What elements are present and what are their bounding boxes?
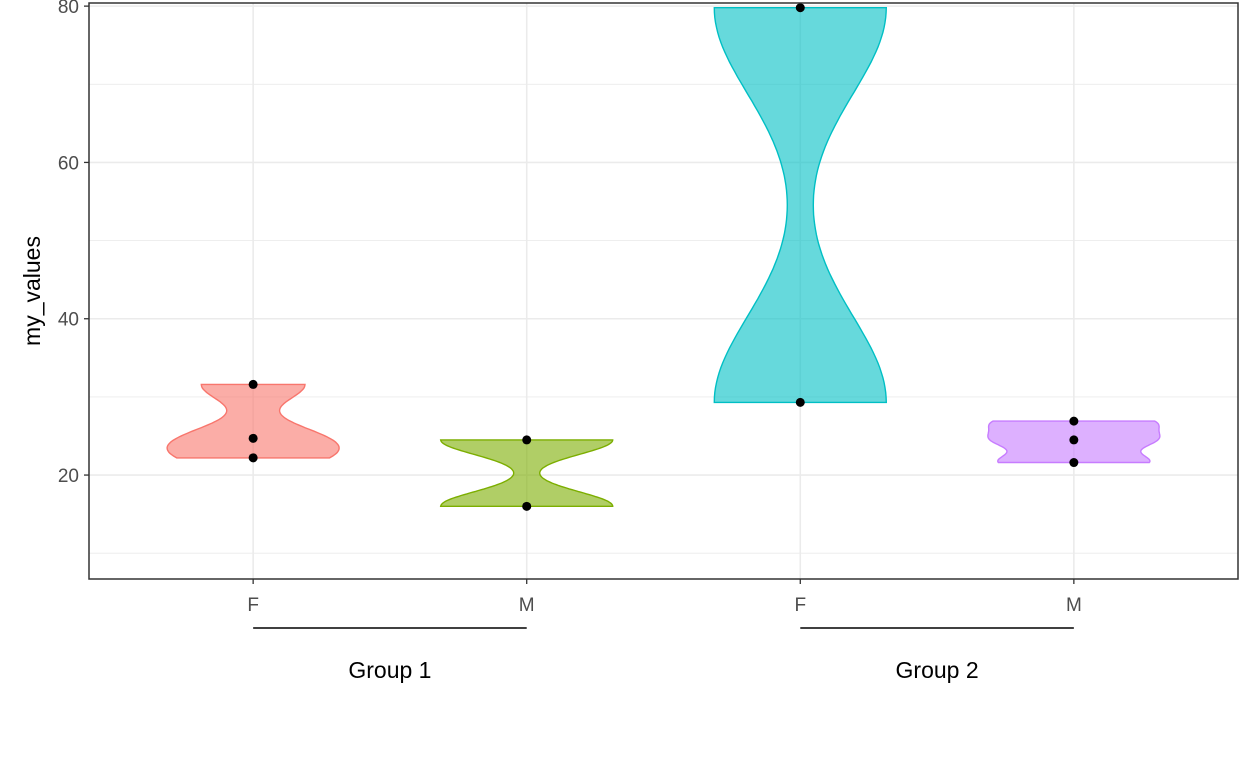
data-point: [1069, 416, 1079, 426]
data-points: [248, 3, 1079, 511]
group-label: Group 1: [348, 657, 431, 683]
data-point: [248, 453, 258, 463]
data-point: [1069, 435, 1079, 445]
data-point: [1069, 458, 1079, 468]
data-point: [248, 379, 258, 389]
grid-lines: [89, 3, 1238, 579]
violin-shape: [166, 383, 340, 459]
violin-shape: [439, 439, 614, 507]
data-point: [795, 3, 805, 13]
x-tick-label: M: [1066, 595, 1082, 616]
y-tick-label: 80: [58, 0, 79, 18]
data-point: [248, 433, 258, 443]
y-tick-label: 40: [58, 310, 79, 331]
data-point: [522, 501, 532, 511]
data-point: [795, 397, 805, 407]
violins: [166, 7, 1161, 507]
data-point: [522, 435, 532, 445]
group-label: Group 2: [896, 657, 979, 683]
x-tick-label: M: [519, 595, 535, 616]
y-tick-label: 60: [58, 153, 79, 174]
y-axis-title: my_values: [19, 236, 45, 346]
plot-panel-border: [88, 2, 1239, 580]
x-tick-label: F: [794, 595, 806, 616]
y-tick-label: 20: [58, 466, 79, 487]
y-axis-ticks: 20 40 60 80: [58, 0, 89, 487]
group-brackets: Group 1 Group 2: [253, 627, 1074, 683]
x-tick-label: F: [247, 595, 259, 616]
violin-shape: [713, 7, 888, 404]
